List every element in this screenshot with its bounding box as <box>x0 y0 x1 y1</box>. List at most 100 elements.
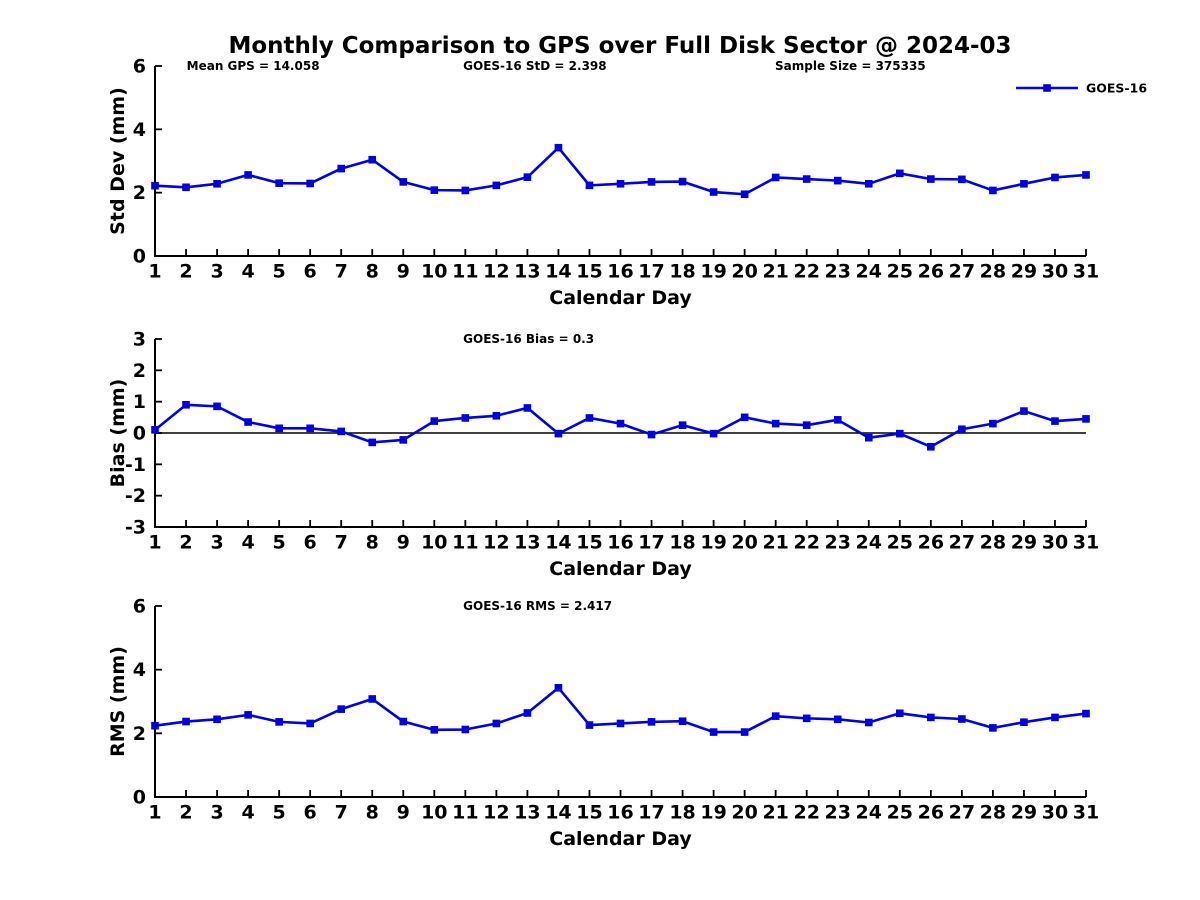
x-tick-label: 17 <box>638 261 664 283</box>
data-point-marker <box>616 719 625 728</box>
y-tick-label: 2 <box>133 182 146 204</box>
x-tick-label: 25 <box>887 261 913 283</box>
y-axis-label: RMS (mm) <box>107 646 129 757</box>
x-tick-label: 6 <box>304 802 317 824</box>
data-point-marker <box>771 419 780 428</box>
x-tick-label: 6 <box>304 532 317 554</box>
data-point-marker <box>740 413 749 422</box>
axes-frame <box>154 606 1086 798</box>
x-tick-label: 7 <box>335 802 348 824</box>
y-axis-label: Std Dev (mm) <box>107 87 129 235</box>
data-point-marker <box>1020 718 1028 726</box>
data-point-marker <box>585 181 594 190</box>
x-tick-label: 13 <box>514 532 540 554</box>
data-point-marker <box>244 711 252 719</box>
data-point-marker <box>306 719 314 728</box>
data-point-marker <box>430 186 439 194</box>
data-point-marker <box>244 171 252 179</box>
data-point-marker <box>244 418 252 426</box>
x-tick-label: 26 <box>918 261 944 283</box>
x-tick-label: 12 <box>483 261 509 283</box>
x-tick-label: 29 <box>1011 261 1037 283</box>
x-tick-label: 24 <box>856 532 882 554</box>
x-tick-label: 30 <box>1042 261 1068 283</box>
data-point-marker <box>368 695 377 703</box>
data-point-marker <box>182 183 190 192</box>
x-tick-label: 10 <box>421 261 447 283</box>
y-tick-label: 3 <box>133 329 146 351</box>
y-axis-label: Bias (mm) <box>107 379 129 488</box>
data-point-marker <box>492 181 501 190</box>
series-markers <box>151 143 1090 199</box>
x-tick-label: 5 <box>273 802 286 824</box>
data-point-marker <box>833 176 842 185</box>
x-tick-label: 21 <box>762 532 788 554</box>
data-point-marker <box>678 421 687 429</box>
x-tick-label: 22 <box>793 802 819 824</box>
x-tick-label: 24 <box>856 802 882 824</box>
series-markers <box>151 401 1090 451</box>
x-tick-label: 3 <box>210 532 223 554</box>
data-point-marker <box>647 178 656 186</box>
x-tick-label: 10 <box>421 802 447 824</box>
data-point-marker <box>1051 173 1059 182</box>
data-point-marker <box>337 164 345 173</box>
x-tick-label: 19 <box>700 532 726 554</box>
data-point-marker <box>213 180 221 188</box>
x-tick-label: 25 <box>887 532 913 554</box>
x-tick-label: 1 <box>148 802 161 824</box>
data-point-marker <box>647 430 656 439</box>
series-markers <box>151 684 1090 736</box>
x-tick-label: 28 <box>980 261 1006 283</box>
data-point-marker <box>802 421 811 429</box>
x-tick-label: 6 <box>304 261 317 283</box>
y-tick-label: 0 <box>133 246 146 268</box>
subplot-annotation: Sample Size = 375335 <box>775 59 926 73</box>
data-point-marker <box>927 442 935 451</box>
x-tick-label: 11 <box>452 261 478 283</box>
x-tick-label: 2 <box>179 261 192 283</box>
data-point-marker <box>616 180 625 188</box>
data-point-marker <box>989 186 997 195</box>
x-tick-label: 8 <box>366 802 379 824</box>
x-tick-label: 26 <box>918 802 944 824</box>
data-point-marker <box>1082 171 1090 179</box>
data-point-marker <box>709 429 718 438</box>
x-axis-label: Calendar Day <box>549 828 692 850</box>
x-tick-label: 1 <box>148 532 161 554</box>
data-point-marker <box>709 188 718 196</box>
y-tick-label: 0 <box>133 787 146 809</box>
data-point-marker <box>864 180 873 188</box>
data-point-marker <box>802 714 811 723</box>
data-point-marker <box>1082 415 1090 423</box>
x-tick-label: 28 <box>980 532 1006 554</box>
x-tick-label: 19 <box>700 802 726 824</box>
data-point-marker <box>1051 417 1059 425</box>
x-tick-label: 4 <box>241 802 254 824</box>
data-point-marker <box>306 424 314 433</box>
data-point-marker <box>989 724 997 732</box>
x-tick-label: 13 <box>514 802 540 824</box>
data-point-marker <box>430 417 439 425</box>
x-tick-label: 12 <box>483 802 509 824</box>
x-tick-label: 5 <box>273 261 286 283</box>
data-point-marker <box>461 186 470 195</box>
x-tick-label: 9 <box>397 261 410 283</box>
data-point-marker <box>740 190 749 199</box>
y-tick-label: -2 <box>125 485 146 507</box>
y-tick-label: 6 <box>133 56 146 78</box>
x-tick-label: 25 <box>887 802 913 824</box>
x-tick-label: 15 <box>576 261 602 283</box>
x-tick-label: 8 <box>366 261 379 283</box>
y-tick-label: -1 <box>125 454 146 476</box>
x-tick-label: 31 <box>1073 532 1099 554</box>
data-point-marker <box>554 429 563 438</box>
data-point-marker <box>275 718 283 726</box>
y-tick-label: 2 <box>133 360 146 382</box>
x-axis-label: Calendar Day <box>549 558 692 580</box>
x-tick-label: 13 <box>514 261 540 283</box>
data-point-marker <box>927 175 935 183</box>
data-point-marker <box>399 436 408 444</box>
